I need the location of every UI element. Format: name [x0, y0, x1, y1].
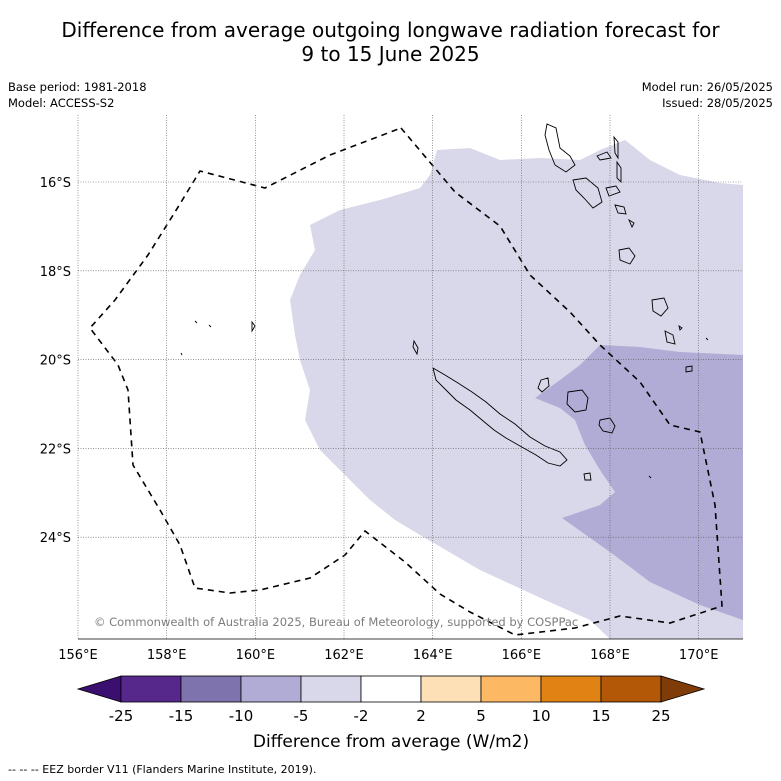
colorbar-tick-label: 2 [416, 707, 426, 725]
colorbar-tick-label: 15 [591, 707, 610, 725]
coastline-ambae [596, 151, 612, 161]
coastline-walpole [648, 475, 652, 479]
colorbar-swatch [540, 675, 602, 703]
coastline-aneityum [685, 365, 693, 373]
eez-border [88, 127, 723, 636]
title-line-2: 9 to 15 June 2025 [301, 42, 480, 66]
colorbar [76, 675, 706, 703]
colorbar-tick-label: 10 [531, 707, 550, 725]
coastline-erromango [651, 297, 669, 317]
latitude-tick-labels: 16°S 18°S 20°S 22°S 24°S [40, 176, 71, 546]
eez-footnote: -- -- -- EEZ border V11 (Flanders Marine… [8, 763, 317, 776]
map-area [88, 123, 743, 639]
chart-title: Difference from average outgoing longwav… [0, 18, 781, 66]
coastline-hunter [705, 337, 709, 341]
coastline-isle-of-pines [583, 472, 592, 481]
longitude-tick-label: 158°E [147, 648, 187, 663]
longitude-tick-label: 170°E [679, 648, 719, 663]
colorbar-extend-low [76, 675, 122, 703]
latitude-tick-label: 20°S [40, 354, 71, 369]
coastline-tanna [664, 330, 676, 345]
latitude-tick-label: 22°S [40, 442, 71, 457]
coastline-reef-1 [194, 320, 198, 324]
latitude-tick-label: 18°S [40, 265, 71, 280]
longitude-tick-label: 162°E [324, 648, 364, 663]
coastline-shepherds [628, 218, 635, 229]
coastlines [180, 123, 709, 481]
coastline-malakula [572, 177, 603, 209]
coastline-reef-2 [180, 352, 183, 356]
colorbar-tick-label: -2 [354, 707, 369, 725]
colorbar-extend-high [660, 675, 706, 703]
colorbar-tick-label: -15 [169, 707, 194, 725]
colorbar-swatch [120, 675, 182, 703]
longitude-tick-label: 160°E [236, 648, 276, 663]
colorbar-swatch [420, 675, 482, 703]
colorbar-swatch [240, 675, 302, 703]
colorbar-swatch [360, 675, 422, 703]
latitude-tick-label: 16°S [40, 176, 71, 191]
coastline-espiritu-santo [544, 123, 576, 173]
coastline-reef-3 [208, 324, 212, 328]
copyright-notice: © Commonwealth of Australia 2025, Bureau… [94, 615, 578, 629]
coastline-maewo [613, 135, 619, 160]
coastline-ouvea [537, 377, 550, 393]
longitude-tick-label: 168°E [590, 648, 630, 663]
colorbar-tick-label: -25 [109, 707, 134, 725]
colorbar-title: Difference from average (W/m2) [253, 732, 529, 752]
issued-date: Issued: 28/05/2025 [662, 96, 773, 110]
longitude-tick-label: 166°E [502, 648, 542, 663]
latitude-tick-label: 24°S [40, 531, 71, 546]
coastline-belep [412, 339, 419, 356]
colorbar-swatch [480, 675, 542, 703]
longitude-tick-label: 164°E [413, 648, 453, 663]
colorbar-tick-labels: -25 -15 -10 -5 -2 2 5 10 15 25 [109, 707, 671, 725]
meta-left: Base period: 1981-2018 Model: ACCESS-S2 [8, 79, 147, 111]
colorbar-tick-label: -5 [294, 707, 309, 725]
colorbar-swatch [180, 675, 242, 703]
gridlines [77, 115, 743, 639]
coastline-efate [618, 247, 636, 265]
coastline-epi [614, 204, 627, 215]
model-run: Model run: 26/05/2025 [641, 80, 773, 94]
base-period: Base period: 1981-2018 [8, 80, 147, 94]
colorbar-tick-label: 5 [476, 707, 486, 725]
longitude-tick-labels: 156°E 158°E 160°E 162°E 164°E 166°E 168°E 170°E [58, 648, 718, 663]
colorbar-tick-label: 25 [651, 707, 670, 725]
colorbar-swatch [600, 675, 662, 703]
title-line-1: Difference from average outgoing longwav… [61, 18, 720, 42]
colorbar-swatch [300, 675, 362, 703]
coastline-chesterfield [251, 320, 256, 333]
longitude-tick-label: 156°E [58, 648, 98, 663]
model-name: Model: ACCESS-S2 [8, 96, 115, 110]
coastline-new-caledonia [432, 367, 568, 467]
anomaly-region-dark [535, 345, 743, 620]
meta-right: Model run: 26/05/2025 Issued: 28/05/2025 [642, 79, 773, 111]
coastline-lifou [566, 389, 589, 413]
colorbar-tick-label: -10 [229, 707, 254, 725]
coastline-ambrym [605, 185, 621, 197]
coastline-aniwa [678, 324, 683, 331]
